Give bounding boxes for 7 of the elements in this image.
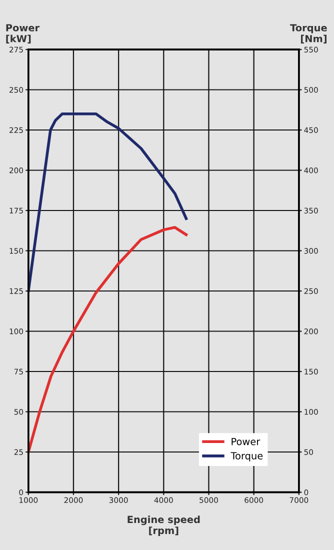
x-axis-title: Engine speed [rpm] (128, 516, 200, 536)
line-series (28, 112, 188, 292)
y-axis-title: Power [kW] (6, 24, 40, 44)
legend-label: Power (232, 438, 260, 446)
line-series (28, 226, 188, 454)
y2-axis-title: Torque [Nm] (290, 24, 327, 44)
legend-label: Torque (230, 452, 263, 462)
